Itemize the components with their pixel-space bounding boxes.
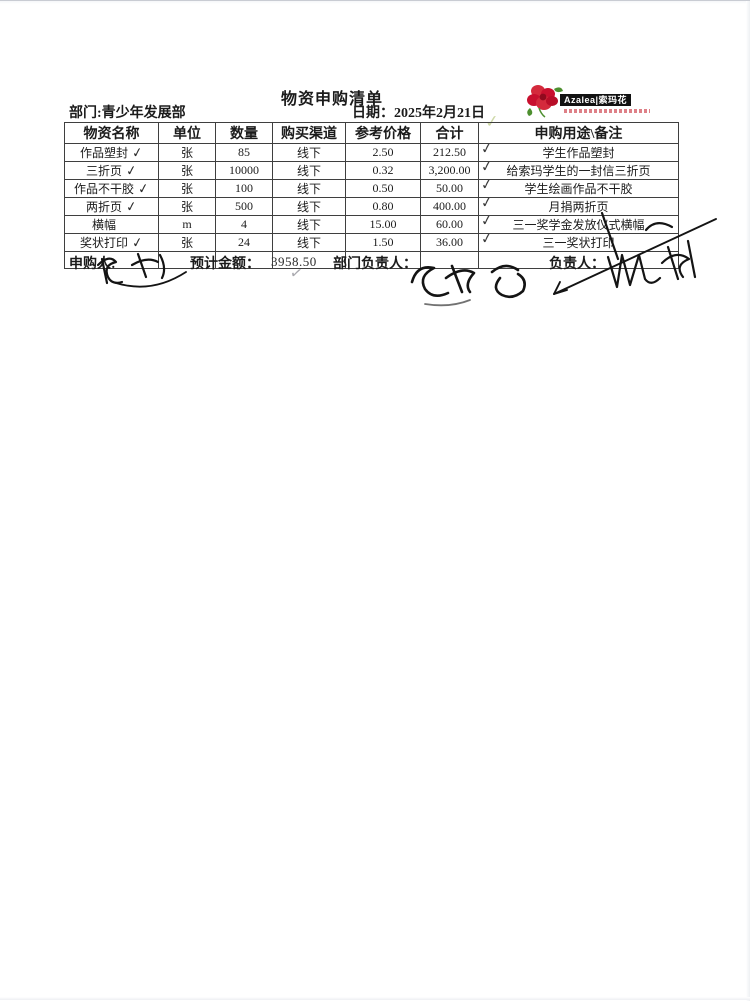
handwritten-check-icon: ✓ bbox=[131, 144, 144, 162]
organization-logo: Azalea|索玛花 bbox=[524, 83, 674, 118]
col-header-remark: 申购用途\备注 bbox=[478, 122, 679, 144]
item-total-cell: 212.50 bbox=[420, 143, 479, 162]
col-header-qty: 数量 bbox=[215, 122, 273, 144]
handwritten-check-icon: ✓ bbox=[479, 179, 494, 195]
handwritten-check-icon: ✓ bbox=[137, 180, 150, 198]
page-title: 物资申购清单 bbox=[281, 91, 384, 108]
item-name-cell: 奖状打印 ✓ bbox=[64, 233, 159, 252]
date-label: 日期：2025年2月21日 bbox=[352, 106, 485, 121]
col-header-total: 合计 bbox=[420, 122, 479, 144]
item-price-cell: 2.50 bbox=[345, 143, 421, 162]
handwritten-check-icon: ✓ bbox=[479, 161, 494, 177]
item-channel-cell: 线下 bbox=[272, 197, 346, 216]
handwritten-check-icon: ✓ bbox=[479, 215, 494, 231]
table-header-row: 物资名称 单位 数量 购买渠道 参考价格 合计 申购用途\备注 bbox=[64, 122, 679, 144]
table-row: 三折页 ✓ 张 10000 线下 0.32 3,200.00 ✓ 给索玛学生的一封信… bbox=[64, 161, 679, 180]
item-price-cell: 0.80 bbox=[345, 197, 421, 216]
item-total-cell: 3,200.00 bbox=[420, 161, 479, 180]
item-qty-cell: 4 bbox=[215, 215, 273, 234]
item-qty-cell: 500 bbox=[215, 197, 273, 216]
item-remark-cell: ✓ 三一奖状打印 bbox=[478, 233, 679, 252]
item-name-cell: 三折页 ✓ bbox=[64, 161, 159, 180]
col-header-channel: 购买渠道 bbox=[272, 122, 346, 144]
scan-edge-shadow bbox=[746, 1, 750, 1001]
item-channel-cell: 线下 bbox=[272, 179, 346, 198]
item-price-cell: 0.32 bbox=[345, 161, 421, 180]
item-name-cell: 作品不干胶 ✓ bbox=[64, 179, 159, 198]
col-header-unit: 单位 bbox=[158, 122, 216, 144]
item-qty-cell: 100 bbox=[215, 179, 273, 198]
item-name-cell: 作品塑封 ✓ bbox=[64, 143, 159, 162]
item-unit-cell: m bbox=[158, 215, 216, 234]
dept-head-signature bbox=[410, 264, 526, 307]
item-price-cell: 0.50 bbox=[345, 179, 421, 198]
department-label: 部门:青少年发展部 bbox=[69, 106, 186, 121]
item-unit-cell: 张 bbox=[158, 161, 216, 180]
scan-edge-shadow-bottom bbox=[0, 997, 750, 1000]
manager-label: 负责人： bbox=[549, 257, 605, 272]
table-row: 两折页 ✓ 张 500 线下 0.80 400.00 ✓ 月捐两折页 bbox=[64, 197, 679, 216]
table-row: 奖状打印 ✓ 张 24 线下 1.50 36.00 ✓ 三一奖状打印 bbox=[64, 233, 679, 252]
item-remark-cell: ✓ 学生绘画作品不干胶 bbox=[478, 179, 679, 198]
estimate-label: 预计金额： bbox=[190, 257, 260, 272]
item-total-cell: 400.00 bbox=[420, 197, 479, 216]
table-row: 作品不干胶 ✓ 张 100 线下 0.50 50.00 ✓ 学生绘画作品不干胶 bbox=[64, 179, 679, 198]
item-unit-cell: 张 bbox=[158, 197, 216, 216]
item-name-cell: 两折页 ✓ bbox=[64, 197, 159, 216]
dept-head-label: 部门负责人： bbox=[333, 257, 417, 272]
handwritten-gray-check: ✓ bbox=[288, 263, 305, 283]
item-qty-cell: 85 bbox=[215, 143, 273, 162]
estimate-value: 3958.50 bbox=[271, 254, 317, 269]
table-row: 作品塑封 ✓ 张 85 线下 2.50 212.50 ✓ 学生作品塑封 bbox=[64, 143, 679, 162]
handwritten-check-icon: ✓ bbox=[125, 198, 138, 216]
logo-tagline bbox=[564, 109, 650, 113]
applicant-signature bbox=[96, 252, 187, 288]
item-remark-cell: ✓ 学生作品塑封 bbox=[478, 143, 679, 162]
item-unit-cell: 张 bbox=[158, 179, 216, 198]
handwritten-check-icon: ✓ bbox=[479, 143, 494, 159]
item-channel-cell: 线下 bbox=[272, 143, 346, 162]
table-empty-row bbox=[64, 251, 679, 269]
item-channel-cell: 线下 bbox=[272, 161, 346, 180]
purchase-request-table: 物资名称 单位 数量 购买渠道 参考价格 合计 申购用途\备注 作品塑封 ✓ 张 … bbox=[64, 122, 679, 269]
item-total-cell: 50.00 bbox=[420, 179, 479, 198]
item-remark-cell: ✓ 给索玛学生的一封信三折页 bbox=[478, 161, 679, 180]
handwritten-check-icon: ✓ bbox=[479, 233, 494, 249]
handwritten-check-icon: ✓ bbox=[125, 162, 138, 180]
item-channel-cell: 线下 bbox=[272, 233, 346, 252]
logo-brand-text: Azalea|索玛花 bbox=[560, 94, 632, 106]
item-unit-cell: 张 bbox=[158, 143, 216, 162]
col-header-name: 物资名称 bbox=[64, 122, 159, 144]
item-channel-cell: 线下 bbox=[272, 215, 346, 234]
item-name-cell: 横幅✓ bbox=[64, 215, 159, 234]
item-qty-cell: 10000 bbox=[215, 161, 273, 180]
item-price-cell: 15.00 bbox=[345, 215, 421, 234]
azalea-flower-icon bbox=[527, 85, 563, 118]
item-qty-cell: 24 bbox=[215, 233, 273, 252]
col-header-price: 参考价格 bbox=[345, 122, 421, 144]
manager-signature bbox=[553, 211, 717, 295]
item-total-cell: 60.00 bbox=[420, 215, 479, 234]
handwritten-check-icon: ✓ bbox=[479, 197, 494, 213]
